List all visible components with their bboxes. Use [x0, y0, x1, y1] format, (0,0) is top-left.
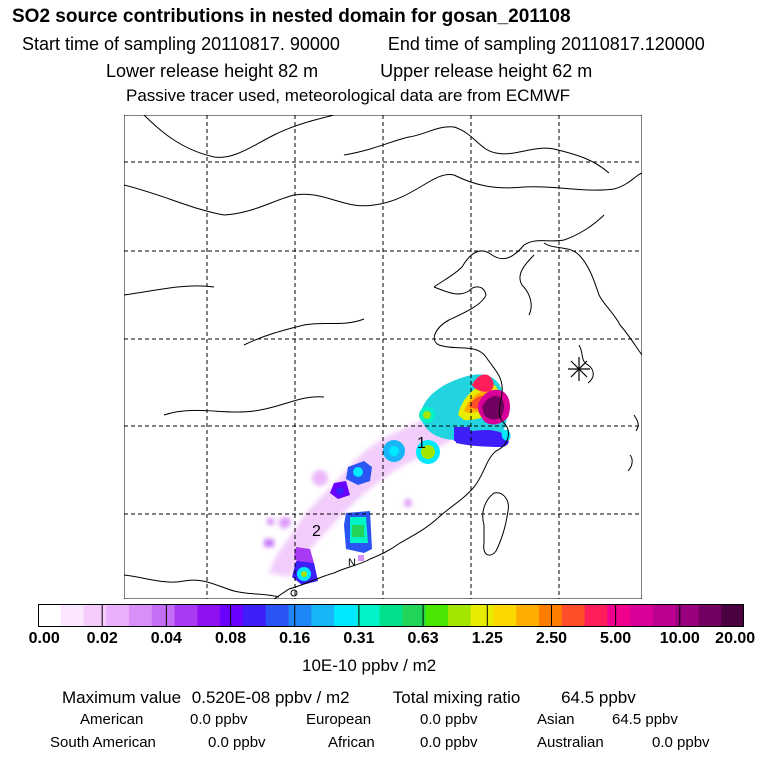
scale-swatch: [675, 604, 699, 627]
source-marker-1: 1: [417, 435, 426, 452]
passive-tracer-note: Passive tracer used, meteorological data…: [126, 86, 571, 105]
plume-core: [419, 374, 511, 447]
scale-label: 0.02: [86, 630, 118, 647]
scale-label: 0.16: [279, 630, 311, 647]
region-name: African: [328, 734, 375, 751]
scale-swatch: [561, 604, 586, 627]
scale-swatch: [721, 604, 744, 627]
plume-blobs: [292, 427, 470, 585]
scale-swatch: [516, 604, 540, 627]
scale-frame: [38, 604, 744, 627]
site-label: N: [348, 557, 356, 569]
scale-swatch: [311, 604, 335, 627]
end-time: End time of sampling 20110817.120000: [387, 34, 705, 54]
scale-unit: 10E-10 ppbv / m2: [302, 656, 437, 675]
start-time: Start time of sampling 20110817. 90000: [22, 34, 340, 54]
scale-swatch: [106, 604, 130, 627]
scale-swatch: [334, 604, 358, 627]
scale-label: 0.63: [407, 630, 439, 647]
region-value: 0.0 ppbv: [190, 711, 248, 728]
scale-swatch: [447, 604, 472, 627]
region-name: European: [306, 711, 372, 728]
max-value-line: Maximum value 0.520E-08 ppbv / m2 Total …: [62, 688, 636, 708]
scale-swatch: [607, 604, 631, 627]
scale-label: 0.04: [150, 630, 182, 647]
scale-swatch: [174, 604, 198, 627]
total-label: Total mixing ratio: [392, 688, 521, 707]
scale-swatch: [425, 604, 449, 627]
scale-swatch: [265, 604, 290, 627]
max-value: 0.520E-08 ppbv / m2: [191, 688, 350, 707]
region-name: Australian: [537, 734, 604, 751]
scale-swatch: [197, 604, 221, 627]
color-scale-labels: 0.00 0.02 0.04 0.08 0.16 0.31 0.63 1.25 2.50 5.00…: [0, 630, 768, 652]
scale-swatch: [652, 604, 677, 627]
scale-swatch: [38, 604, 62, 627]
scale-swatch: [288, 604, 312, 627]
scale-swatch: [379, 604, 403, 627]
region-value: 0.0 ppbv: [420, 711, 478, 728]
scale-swatch: [470, 604, 494, 627]
scale-swatch: [83, 604, 107, 627]
scale-label: 1.25: [471, 630, 503, 647]
scale-swatch: [539, 604, 563, 627]
sampling-times: Start time of sampling 20110817. 90000 E…: [22, 34, 705, 55]
lower-release-height: Lower release height 82 m: [106, 61, 319, 81]
scale-label: 5.00: [600, 630, 632, 647]
region-name: Asian: [537, 711, 575, 728]
scale-swatch: [151, 604, 176, 627]
upper-release-height: Upper release height 62 m: [380, 61, 593, 81]
release-heights: Lower release height 82 m Upper release …: [106, 61, 592, 82]
scale-swatch: [129, 604, 153, 627]
region-name: South American: [50, 734, 156, 751]
receptor-star-icon: [568, 357, 590, 381]
coastlines: [124, 115, 642, 599]
scale-swatch: [242, 604, 267, 627]
scale-label: 0.31: [343, 630, 375, 647]
total-value: 64.5 ppbv: [561, 688, 636, 707]
scale-swatch: [630, 604, 654, 627]
region-value: 64.5 ppbv: [612, 711, 678, 728]
region-value: 0.0 ppbv: [208, 734, 266, 751]
region-name: American: [80, 711, 144, 728]
scale-label: 20.00: [715, 630, 756, 647]
scale-swatch: [698, 604, 722, 627]
scale-swatch: [402, 604, 426, 627]
source-marker-2: 2: [312, 523, 321, 540]
scale-label: 10.00: [659, 630, 700, 647]
scale-swatch: [220, 604, 244, 627]
scale-label: 0.08: [214, 630, 247, 647]
lat-lon-grid: [124, 115, 642, 599]
map-panel: 1 2 N: [124, 115, 642, 599]
page-title: SO2 source contributions in nested domai…: [12, 6, 571, 27]
color-scale-bar: [38, 604, 744, 627]
region-value: 0.0 ppbv: [652, 734, 710, 751]
scale-swatch: [584, 604, 608, 627]
scale-swatch: [60, 604, 85, 627]
scale-label: 0.00: [28, 630, 60, 647]
site-dot: [290, 589, 298, 597]
region-value: 0.0 ppbv: [420, 734, 478, 751]
scale-label: 2.50: [535, 630, 568, 647]
scale-swatch: [356, 604, 381, 627]
max-value-label: Maximum value: [62, 688, 182, 707]
scale-swatch: [493, 604, 517, 627]
